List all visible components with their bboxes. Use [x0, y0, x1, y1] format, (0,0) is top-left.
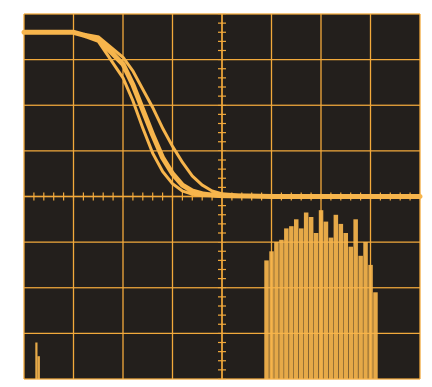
histogram-bar [284, 228, 289, 379]
histogram-bar [348, 246, 353, 379]
histogram-bar [269, 251, 274, 380]
histogram-bar [318, 210, 324, 379]
histogram-bar [274, 242, 279, 379]
histogram-bar [338, 223, 344, 379]
histogram-bar [373, 292, 378, 379]
histogram-bar [264, 260, 269, 379]
histogram-bar [308, 217, 314, 379]
trace-line [22, 30, 422, 198]
histogram-bar [294, 219, 299, 379]
histogram-bar [289, 226, 294, 379]
histogram-bar [328, 237, 334, 379]
histogram-bar [279, 239, 284, 379]
histogram-bar [358, 255, 363, 379]
histogram-bar [353, 219, 358, 379]
histogram-bar [299, 228, 304, 379]
histogram-bar [37, 356, 40, 379]
histogram-bar [368, 264, 373, 379]
histogram-bar [343, 233, 348, 379]
histogram-bar [313, 233, 319, 379]
histogram-bar [303, 212, 309, 379]
histogram-bar [333, 214, 339, 379]
trace-layer [21, 29, 423, 380]
histogram-bar [363, 242, 368, 379]
histogram-bar [323, 221, 329, 379]
histogram-bar [35, 342, 38, 379]
